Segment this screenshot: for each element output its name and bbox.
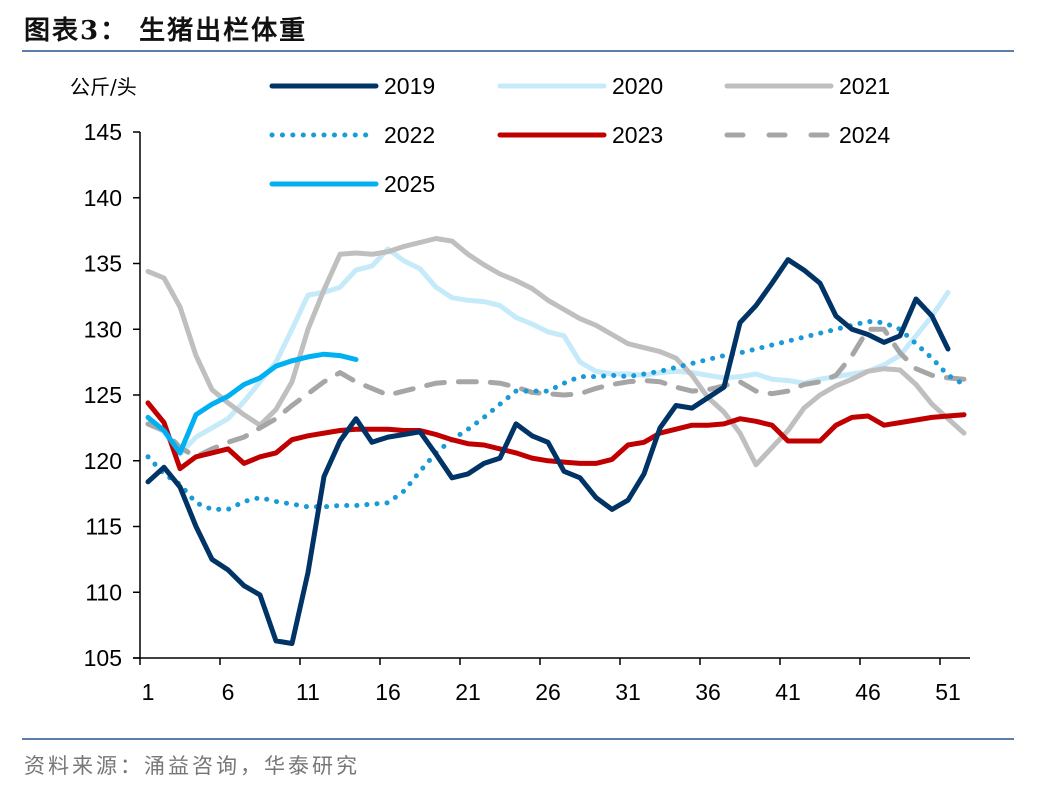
series-line-2021: [145, 236, 967, 468]
legend-label: 2024: [839, 122, 890, 148]
y-tick-label: 120: [84, 448, 122, 474]
x-tick-label: 16: [375, 679, 401, 705]
series-line-2024: [145, 326, 967, 460]
y-tick-label: 140: [84, 185, 122, 211]
x-tick-label: 1: [142, 679, 155, 705]
x-tick-label: 31: [615, 679, 641, 705]
legend-label: 2021: [839, 73, 890, 99]
figure-title: 图表3： 生猪出栏体重: [24, 16, 308, 46]
x-tick-label: 21: [455, 679, 481, 705]
legend-item-2022: 2022: [269, 122, 435, 148]
x-tick-label: 26: [535, 679, 561, 705]
legend-item-2020: 2020: [497, 73, 663, 99]
x-tick-label: 11: [296, 679, 320, 705]
y-tick-label: 110: [85, 579, 122, 605]
y-tick-label: 145: [84, 119, 122, 145]
legend: 2019 2020 2021 2022 2023 2024 2025: [269, 73, 890, 197]
y-tick-label: 130: [84, 316, 122, 342]
y-tick-label: 105: [84, 645, 122, 671]
x-tick-label: 41: [775, 679, 801, 705]
legend-item-2021: 2021: [724, 73, 890, 99]
series-line-2025: [145, 351, 359, 456]
legend-label: 2023: [612, 122, 663, 148]
x-tick-label: 6: [222, 679, 235, 705]
legend-label: 2022: [384, 122, 435, 148]
y-tick-label: 135: [84, 251, 122, 277]
series-line-2019: [145, 257, 951, 646]
legend-label: 2020: [612, 73, 663, 99]
x-tick-label: 51: [935, 679, 961, 705]
y-tick-label: 115: [85, 514, 122, 540]
legend-label: 2019: [384, 73, 435, 99]
legend-label: 2025: [384, 171, 435, 197]
source-note: 资料来源：涌益咨询，华泰研究: [24, 754, 360, 778]
x-tick-label: 36: [695, 679, 721, 705]
legend-item-2023: 2023: [497, 122, 663, 148]
legend-item-2019: 2019: [269, 73, 435, 99]
legend-item-2024: 2024: [724, 122, 890, 148]
y-tick-label: 125: [84, 382, 122, 408]
legend-item-2025: 2025: [269, 171, 435, 197]
y-axis-unit-label: 公斤/头: [70, 75, 137, 99]
title-divider: [22, 50, 1014, 52]
series-line-2022: [145, 318, 967, 512]
source-divider: [22, 738, 1014, 740]
x-tick-label: 46: [855, 679, 881, 705]
plot-area: [145, 236, 967, 646]
